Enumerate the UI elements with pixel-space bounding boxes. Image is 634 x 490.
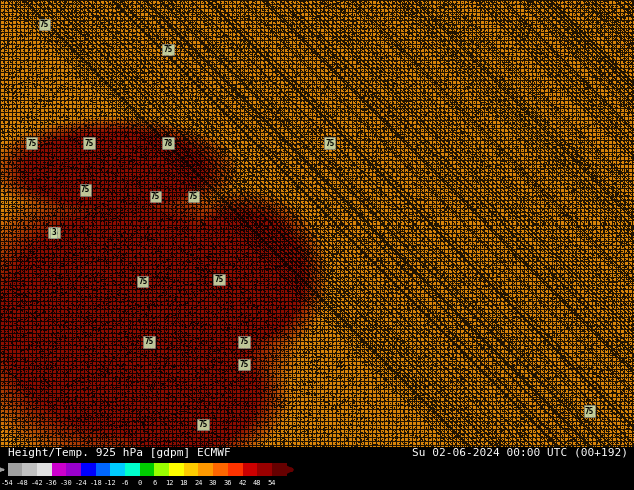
Text: 6: 6 [152,480,157,486]
Text: -24: -24 [75,480,87,486]
Bar [228,463,243,476]
Text: 30: 30 [209,480,217,486]
Text: 12: 12 [165,480,173,486]
Bar [96,463,110,476]
Text: 75: 75 [84,139,93,147]
Text: 36: 36 [224,480,232,486]
Text: 75: 75 [214,275,223,284]
Text: 75: 75 [151,192,160,201]
Bar [22,463,37,476]
Bar [51,463,67,476]
Text: 75: 75 [138,277,147,286]
Bar [67,463,81,476]
Text: -36: -36 [45,480,58,486]
Text: 75: 75 [325,139,334,147]
Text: -6: -6 [121,480,129,486]
Text: 75: 75 [145,337,153,346]
Bar [272,463,287,476]
Text: 75: 75 [164,45,172,54]
Text: 3: 3 [51,228,56,237]
Bar [198,463,213,476]
Text: 75: 75 [585,407,594,416]
Text: -42: -42 [30,480,43,486]
Text: 75: 75 [49,228,58,237]
Bar [155,463,169,476]
Bar [110,463,125,476]
Text: 18: 18 [179,480,188,486]
Text: 75: 75 [81,185,90,195]
Text: 75: 75 [40,20,49,29]
Bar [213,463,228,476]
Text: -48: -48 [16,480,29,486]
Text: -54: -54 [1,480,14,486]
Bar [37,463,51,476]
Text: 75: 75 [189,192,198,201]
Bar [81,463,96,476]
Bar [8,463,22,476]
Bar [169,463,184,476]
Text: -30: -30 [60,480,73,486]
Text: 78: 78 [164,139,172,147]
Text: 48: 48 [253,480,261,486]
Text: 54: 54 [268,480,276,486]
Text: 24: 24 [194,480,203,486]
Bar [257,463,272,476]
Text: 75: 75 [198,420,207,429]
Text: 42: 42 [238,480,247,486]
Text: 75: 75 [27,139,36,147]
Bar [139,463,155,476]
Bar [125,463,139,476]
Bar [184,463,198,476]
Text: 75: 75 [240,337,249,346]
Text: -12: -12 [104,480,117,486]
Text: -18: -18 [89,480,102,486]
Text: 75: 75 [240,360,249,368]
Text: 0: 0 [138,480,142,486]
Bar [243,463,257,476]
Text: Height/Temp. 925 hPa [gdpm] ECMWF: Height/Temp. 925 hPa [gdpm] ECMWF [8,448,230,458]
Text: Su 02-06-2024 00:00 UTC (00+192): Su 02-06-2024 00:00 UTC (00+192) [411,448,628,458]
